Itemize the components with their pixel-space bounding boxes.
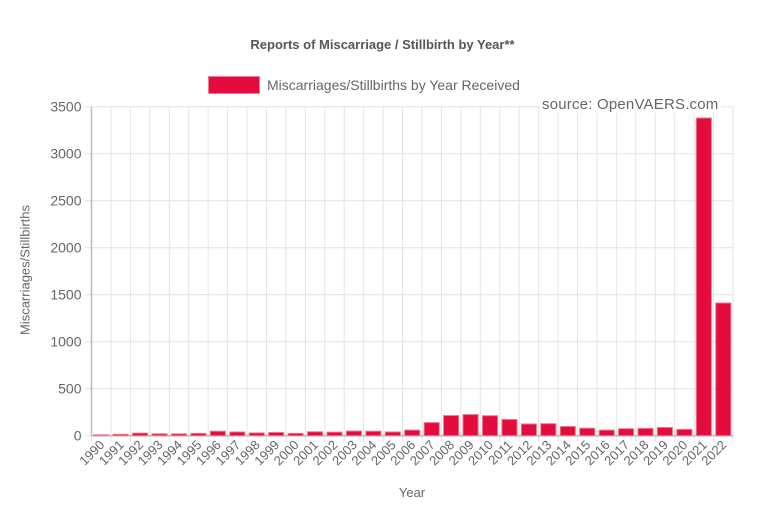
source-annotation: source: OpenVAERS.com [540,96,721,113]
x-axis-label: Year [398,485,426,500]
bar-2012 [520,423,537,437]
bar-2008 [443,414,460,437]
bar-2015 [579,427,596,437]
bar-1997 [229,431,246,437]
bar-1999 [268,431,285,437]
bar-1991 [112,433,129,437]
bar-1994 [170,433,188,437]
bar-1996 [209,430,226,437]
bar-2006 [404,429,421,437]
bar-2020 [676,428,693,437]
bar-2007 [423,422,440,437]
bar-1993 [151,433,168,437]
chart-title: Reports of Miscarriage / Stillbirth by Y… [250,37,515,52]
bar-2018 [637,427,654,437]
y-tick-label: 1500 [50,287,81,303]
y-tick-label: 500 [58,381,82,397]
bar-2005 [384,431,401,437]
bar-2010 [481,415,499,437]
bar-2002 [326,431,343,437]
bar-2000 [287,432,304,437]
bar-2001 [306,431,324,437]
y-tick-label: 3500 [50,99,81,115]
bar-2021 [695,117,712,437]
y-tick-label: 1000 [50,334,81,350]
bar-1995 [190,432,207,437]
bar-2022 [715,302,732,437]
bar-1990 [93,434,110,437]
bar-2004 [365,430,382,437]
bar-2003 [345,430,363,437]
legend-label: Miscarriages/Stillbirths by Year Receive… [267,77,520,93]
bar-2013 [540,423,557,437]
bar-2011 [501,418,518,437]
y-tick-label: 2000 [50,240,81,256]
y-tick-label: 3000 [50,146,81,162]
y-tick-label: 0 [74,428,82,444]
y-tick-label: 2500 [50,193,81,209]
bar-2019 [656,426,674,437]
legend-swatch [208,76,260,94]
bar-2009 [462,414,479,437]
bar-2016 [598,429,615,437]
bar-1998 [248,432,265,437]
legend[interactable]: Miscarriages/Stillbirths by Year Receive… [208,76,520,94]
bar-2014 [559,425,576,437]
bar-2017 [618,428,635,437]
bar-1992 [132,432,149,437]
